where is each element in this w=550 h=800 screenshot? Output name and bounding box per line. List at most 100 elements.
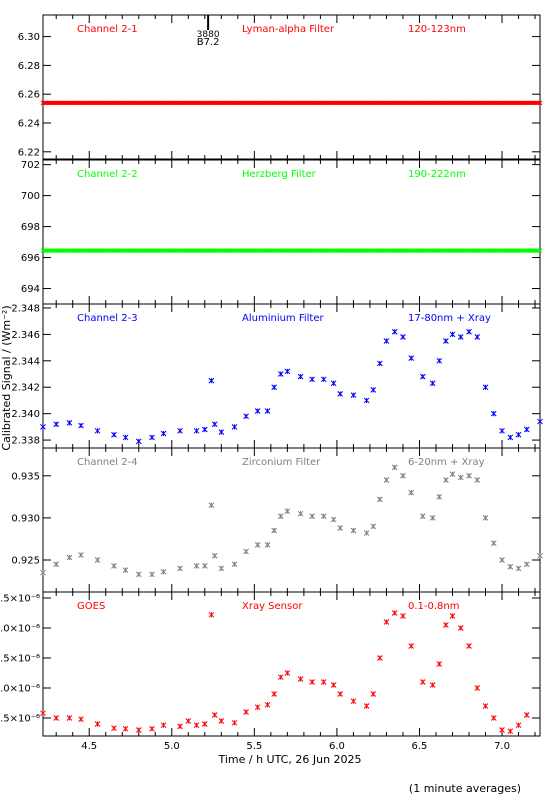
panel-5: 5.5×10⁻⁶ 6.0×10⁻⁶ 6.5×10⁻⁶ 7.0×10⁻⁶ 7.5×10⁻⁶…	[0, 591, 541, 752]
data-point	[90, 100, 96, 106]
data-point	[40, 100, 46, 106]
data-point	[482, 384, 489, 391]
y-tick-label: 2.338	[11, 436, 40, 447]
filter-label: Herzberg Filter	[242, 169, 317, 180]
data-point	[444, 248, 450, 253]
data-point	[171, 100, 176, 106]
data-point	[195, 248, 201, 253]
data-point	[376, 360, 383, 367]
data-point	[183, 100, 189, 106]
data-point	[363, 530, 370, 536]
data-point	[78, 552, 84, 558]
data-point	[277, 371, 284, 377]
y-tick-label: 2.346	[11, 330, 40, 341]
data-point	[350, 392, 357, 399]
data-point	[391, 328, 398, 335]
data-point	[218, 429, 225, 436]
data-point	[177, 248, 183, 253]
data-point	[276, 100, 282, 106]
data-point	[53, 715, 60, 721]
data-point	[177, 723, 183, 730]
channel-label: GOES	[77, 601, 105, 612]
data-point	[337, 525, 344, 531]
data-point	[425, 248, 431, 253]
data-point	[363, 703, 370, 709]
data-point	[59, 100, 64, 106]
data-point	[388, 100, 394, 106]
data-point	[40, 424, 46, 430]
data-point	[94, 721, 101, 727]
y-tick-label: 7.5×10⁻⁶	[0, 594, 40, 605]
data-point	[102, 100, 108, 106]
x-axis-label: Time / h UTC, 26 Jun 2025	[217, 753, 361, 766]
data-point	[108, 100, 114, 106]
data-point	[419, 679, 426, 685]
data-point	[146, 248, 151, 253]
data-point	[438, 100, 443, 106]
data-point	[264, 701, 271, 708]
data-point	[345, 100, 350, 106]
y-tick-label: 696	[21, 253, 40, 264]
panel-frame	[42, 591, 541, 737]
channel-label: Channel 2-3	[77, 313, 138, 324]
y-tick-label: 5.5×10⁻⁶	[0, 714, 40, 725]
data-point	[388, 248, 394, 253]
data-point	[320, 679, 327, 685]
data-point	[494, 248, 499, 253]
data-point	[245, 100, 251, 106]
data-point	[239, 100, 245, 106]
y-tick-label: 2.344	[11, 356, 40, 367]
data-point	[400, 472, 406, 479]
panel-3: 2.338 2.340 2.342 2.344 2.346 2.348 Channel 2-…	[11, 303, 543, 449]
data-point	[160, 430, 167, 437]
data-point	[208, 502, 215, 509]
data-point	[77, 100, 83, 106]
data-point	[160, 722, 167, 729]
data-point	[133, 100, 139, 106]
data-point	[270, 248, 276, 253]
data-point	[211, 552, 218, 559]
data-point	[370, 691, 377, 697]
data-point	[66, 715, 73, 721]
y-tick-label: 0.935	[11, 471, 40, 482]
data-point	[309, 679, 315, 685]
averaging-footnote: (1 minute averages)	[409, 782, 521, 795]
data-point	[432, 248, 437, 253]
data-point	[413, 248, 419, 253]
data-point	[218, 565, 225, 572]
data-point	[320, 513, 327, 520]
data-point	[413, 100, 419, 106]
data-point	[525, 100, 530, 106]
data-point	[243, 709, 249, 715]
data-point	[320, 376, 327, 383]
data-point	[391, 610, 398, 616]
data-point	[469, 100, 475, 106]
data-point	[391, 464, 398, 471]
data-point	[482, 703, 489, 709]
data-point	[251, 100, 257, 106]
data-point	[158, 100, 164, 106]
chart-panels: 6.22 6.24 6.26 6.28 6.30 Channel 2-1 Lyman-alp…	[0, 15, 543, 752]
x-tick-label: 7.0	[494, 741, 510, 752]
data-point	[407, 248, 412, 253]
data-point	[135, 438, 142, 445]
data-point	[284, 368, 291, 375]
x-tick-label: 5.0	[164, 741, 180, 752]
data-point	[357, 248, 363, 253]
data-point	[140, 248, 145, 253]
data-point	[201, 426, 208, 433]
data-point	[523, 712, 530, 718]
data-point	[475, 100, 481, 106]
y-tick-label: 7.0×10⁻⁶	[0, 624, 40, 635]
data-point	[140, 100, 145, 106]
data-point	[487, 100, 493, 106]
data-point	[313, 100, 319, 106]
data-point	[177, 427, 183, 434]
data-point	[383, 619, 390, 625]
data-point	[531, 248, 537, 253]
data-point	[474, 334, 481, 340]
channel-label: Channel 2-4	[77, 457, 138, 468]
data-point	[111, 563, 117, 569]
data-point	[245, 248, 251, 253]
data-point	[408, 643, 415, 649]
